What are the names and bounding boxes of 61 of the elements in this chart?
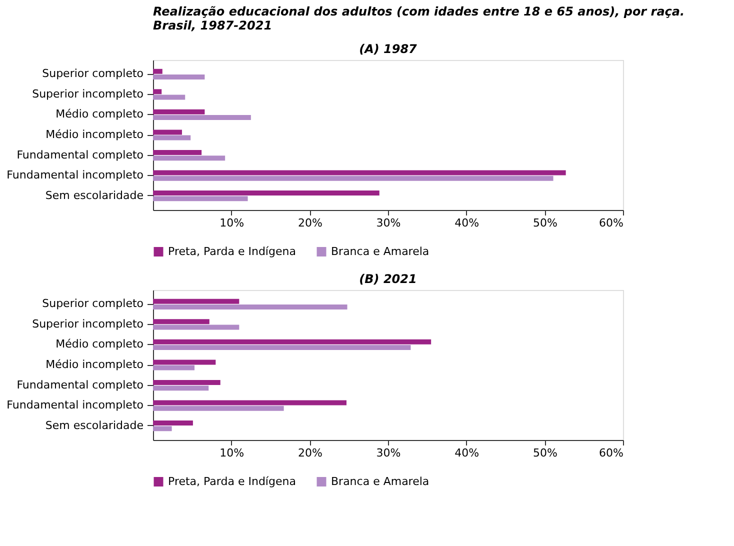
legend-label: Branca e Amarela xyxy=(331,474,430,488)
y-tick-label: Médio completo xyxy=(56,108,144,121)
bar xyxy=(153,339,432,344)
y-tick-label: Fundamental completo xyxy=(16,378,144,392)
y-tick-label: Superior completo xyxy=(42,67,144,80)
bar xyxy=(153,109,205,114)
x-tick-label: 50% xyxy=(532,216,558,230)
bar xyxy=(153,365,195,370)
y-tick-label: Médio incompleto xyxy=(46,358,144,371)
bar xyxy=(153,170,566,176)
x-tick-label: 60% xyxy=(599,216,624,230)
bar xyxy=(153,68,162,74)
y-tick-label: Médio incompleto xyxy=(46,128,144,141)
bar xyxy=(153,360,216,365)
y-tick-label: Sem escolaridade xyxy=(45,188,144,202)
x-tick-label: 40% xyxy=(454,446,480,460)
x-tick-label: 60% xyxy=(599,446,624,460)
chart-subtitle: (A) 1987 xyxy=(359,42,418,56)
bar xyxy=(153,324,240,330)
x-tick-label: 40% xyxy=(454,216,480,230)
x-tick-label: 50% xyxy=(532,446,558,460)
y-tick-label: Sem escolaridade xyxy=(45,418,144,432)
bar xyxy=(153,426,172,432)
bar xyxy=(153,345,411,350)
bar xyxy=(153,386,209,391)
x-tick-label: 30% xyxy=(376,216,401,230)
legend-label: Branca e Amarela xyxy=(331,244,430,258)
bar xyxy=(153,298,240,304)
bar xyxy=(153,380,220,385)
y-tick-label: Médio completo xyxy=(56,338,144,351)
bar xyxy=(153,406,284,411)
x-tick-label: 20% xyxy=(298,216,322,230)
x-tick-label: 30% xyxy=(376,446,401,460)
legend-label: Preta, Parda e Indígena xyxy=(168,474,296,488)
bar xyxy=(153,135,191,140)
y-tick-label: Fundamental incompleto xyxy=(6,398,144,412)
bar xyxy=(153,304,348,310)
legend-label: Preta, Parda e Indígena xyxy=(168,244,296,258)
x-tick-label: 10% xyxy=(220,216,244,230)
bar xyxy=(153,94,186,100)
bar xyxy=(153,400,346,406)
bar xyxy=(153,319,210,324)
bar xyxy=(153,89,162,94)
bar xyxy=(153,150,202,155)
chart-title: Realização educacional dos adultos (com idades entre 18 e 65 anos), por raça. Brasil, 1987-2021 xyxy=(153,4,685,32)
y-tick-label: Fundamental completo xyxy=(16,148,144,162)
bar xyxy=(153,176,554,181)
y-tick-label: Superior completo xyxy=(42,297,144,310)
x-tick-label: 10% xyxy=(220,446,244,460)
chart-title: (B) 2021 xyxy=(359,272,417,286)
x-tick-label: 20% xyxy=(298,446,322,460)
bar xyxy=(153,156,226,161)
bar xyxy=(153,190,380,196)
y-tick-label: Superior incompleto xyxy=(32,87,144,100)
bar xyxy=(153,130,182,135)
y-tick-label: Superior incompleto xyxy=(32,317,144,330)
bar xyxy=(153,196,248,202)
bar xyxy=(153,420,193,426)
bar xyxy=(153,115,251,120)
bar xyxy=(153,74,205,80)
y-tick-label: Fundamental incompleto xyxy=(6,168,144,182)
